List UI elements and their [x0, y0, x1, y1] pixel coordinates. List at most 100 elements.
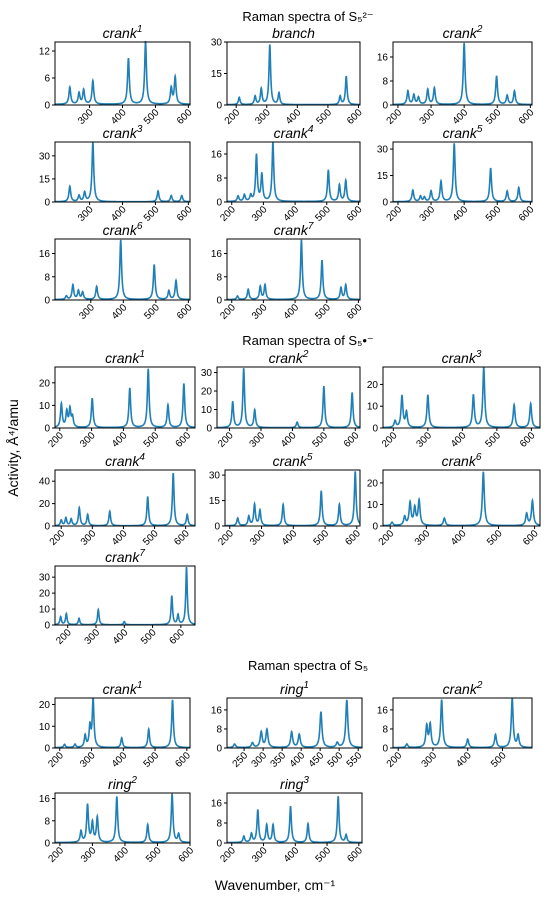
panel-title: crank3	[442, 349, 482, 366]
y-tick-label: 8	[44, 272, 50, 283]
x-tick-label: 400	[109, 204, 129, 224]
y-tick-label: 30	[39, 573, 51, 584]
x-tick-label: 500	[484, 107, 504, 127]
spectrum-panel: crank7 0 10 20 30 200 300 400 500 600	[39, 548, 196, 647]
y-tick-label: 8	[44, 816, 50, 827]
spectrum-line	[227, 142, 361, 203]
x-tick-label: 300	[250, 204, 270, 224]
x-tick-label: 200	[223, 107, 243, 127]
x-tick-label: 500	[144, 845, 164, 865]
spectrum-panel: crank3 0 15 30 300 400 500 600	[39, 124, 195, 224]
panel-title: crank4	[105, 452, 145, 469]
y-tick-label: 15	[39, 174, 51, 185]
y-tick-label: 16	[39, 794, 51, 805]
x-tick-label: 600	[521, 528, 541, 548]
x-tick-label: 300	[250, 845, 270, 865]
y-tick-label: 16	[211, 150, 223, 161]
x-tick-label: 500	[313, 204, 333, 224]
y-tick-label: 16	[211, 705, 223, 716]
y-tick-label: 0	[216, 198, 222, 209]
panel-frame	[54, 697, 191, 749]
panel-title: crank1	[105, 349, 145, 366]
panel-title: crank1	[103, 680, 143, 697]
y-tick-label: 0	[44, 101, 50, 112]
spectrum-line	[393, 698, 533, 749]
x-tick-label: 400	[110, 302, 130, 322]
spectrum-line	[55, 793, 191, 844]
y-tick-label: 0	[382, 198, 388, 209]
x-tick-label: 300	[248, 528, 268, 548]
y-tick-label: 0	[382, 101, 388, 112]
x-tick-label: 300	[250, 302, 270, 322]
x-tick-label: 250	[231, 750, 251, 770]
spectrum-panel: crank3 0 10 20 200 300 400 500 600	[367, 349, 541, 450]
y-tick-label: 15	[211, 69, 223, 80]
y-tick-label: 30	[39, 151, 51, 162]
x-tick-label: 400	[282, 845, 302, 865]
y-tick-label: 0	[44, 621, 50, 632]
y-tick-label: 20	[39, 700, 51, 711]
panel-frame	[54, 366, 196, 429]
y-tick-label: 20	[367, 380, 379, 391]
y-tick-label: 10	[39, 401, 51, 412]
section-title-neutral: Raman spectra of S₅	[248, 658, 368, 673]
x-tick-label: 500	[314, 845, 334, 865]
x-tick-label: 300	[79, 845, 99, 865]
y-tick-label: 30	[201, 368, 213, 379]
spectrum-panel: crank6 0 8 16 300 400 500 600	[39, 221, 195, 322]
panel-frame	[392, 41, 533, 106]
x-tick-label: 300	[83, 627, 103, 647]
spectrum-line	[226, 699, 363, 749]
y-tick-label: 0	[44, 744, 50, 755]
y-tick-label: 0	[214, 522, 220, 533]
x-tick-label: 500	[142, 750, 162, 770]
panel-frame	[382, 366, 541, 429]
x-tick-label: 300	[250, 750, 270, 770]
x-tick-label: 400	[454, 750, 474, 770]
spectrum-line	[55, 239, 190, 301]
x-tick-label: 600	[517, 204, 537, 224]
x-tick-label: 400	[449, 528, 469, 548]
panel-frame	[216, 366, 361, 429]
section-title-dianion: Raman spectra of S₅²⁻	[242, 9, 373, 24]
spectrum-panel: crank1 0 6 12 300 400 500 600	[39, 24, 195, 127]
x-tick-label: 500	[139, 627, 159, 647]
y-tick-label: 0	[372, 424, 378, 435]
x-tick-label: 500	[310, 430, 330, 450]
x-tick-label: 400	[111, 845, 131, 865]
panel-frame	[392, 141, 533, 203]
y-tick-label: 16	[211, 799, 223, 810]
x-tick-label: 300	[76, 204, 96, 224]
spectrum-panel: crank2 0 10 20 30 200 300 400 500 600	[201, 349, 362, 450]
x-tick-label: 400	[280, 528, 300, 548]
panel-title: crank7	[105, 548, 145, 565]
y-tick-label: 0	[216, 839, 222, 850]
y-tick-label: 20	[201, 387, 213, 398]
y-tick-label: 20	[39, 589, 51, 600]
panel-frame	[54, 141, 191, 203]
x-tick-label: 500	[313, 302, 333, 322]
spectrum-line	[393, 42, 532, 106]
y-tick-label: 12	[39, 47, 51, 58]
spectrum-line	[226, 796, 362, 844]
y-tick-label: 10	[201, 405, 213, 416]
x-tick-label: 400	[284, 107, 304, 127]
x-tick-label: 600	[167, 627, 187, 647]
y-tick-label: 8	[216, 272, 222, 283]
y-tick-label: 0	[44, 424, 50, 435]
y-axis-label: Activity, Å⁴/amu	[5, 399, 21, 497]
x-tick-label: 600	[518, 430, 538, 450]
x-tick-label: 600	[342, 430, 362, 450]
x-tick-label: 300	[248, 430, 268, 450]
x-tick-label: 400	[110, 430, 130, 450]
panel-frame	[54, 469, 196, 527]
spectrum-panel: ring1 0 8 16 250 300 350 400 450 500 550	[211, 680, 365, 770]
panel-frame	[226, 792, 363, 844]
